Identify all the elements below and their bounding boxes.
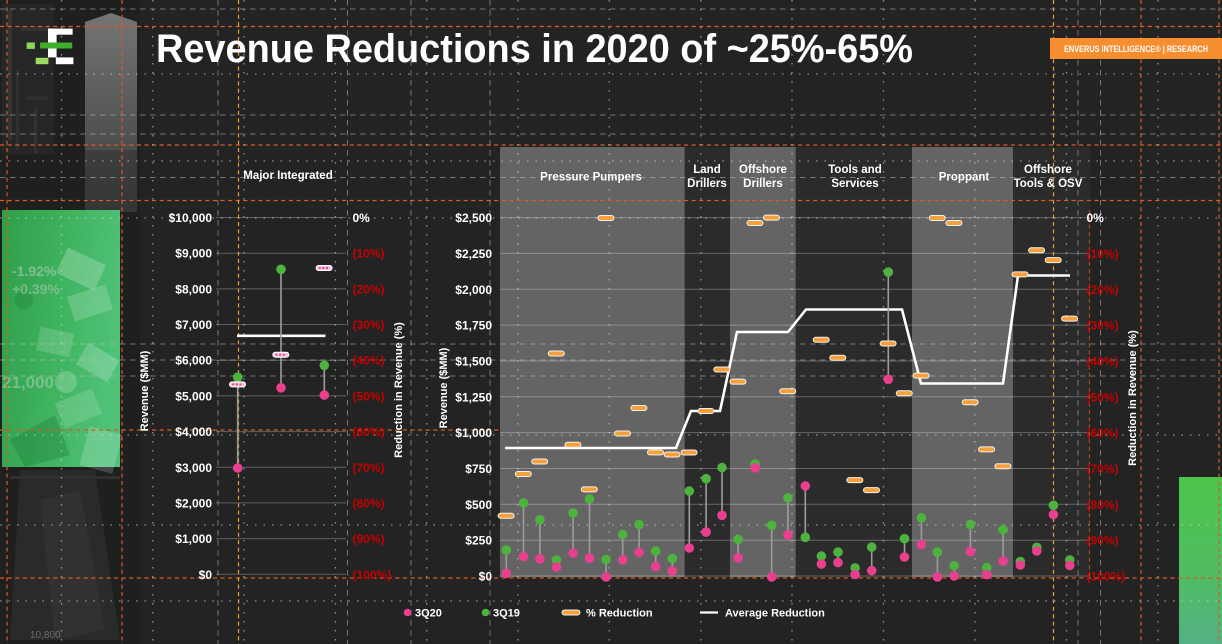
svg-text:$1,000: $1,000 xyxy=(455,426,492,440)
svg-text:% Reduction: % Reduction xyxy=(586,608,653,620)
svg-text:3Q20: 3Q20 xyxy=(415,608,442,620)
svg-text:ENVERUS INTELLIGENCE® | RESEAR: ENVERUS INTELLIGENCE® | RESEARCH xyxy=(1064,44,1208,55)
svg-text:Reduction in Revenue (%): Reduction in Revenue (%) xyxy=(393,322,405,458)
svg-text:(50%): (50%) xyxy=(1087,390,1119,404)
svg-text:(30%): (30%) xyxy=(353,318,385,332)
svg-text:Revenue Reductions in 2020 of: Revenue Reductions in 2020 of ~25%-65% xyxy=(156,27,913,71)
svg-text:(80%): (80%) xyxy=(1087,498,1119,512)
svg-text:Drillers: Drillers xyxy=(743,178,783,190)
svg-text:+0.39%: +0.39% xyxy=(12,281,60,297)
svg-text:$0: $0 xyxy=(479,570,493,584)
svg-text:(70%): (70%) xyxy=(1087,462,1119,476)
svg-text:$1,000: $1,000 xyxy=(175,532,212,546)
svg-text:$8,000: $8,000 xyxy=(175,282,212,296)
svg-text:(10%): (10%) xyxy=(353,247,385,261)
svg-text:$1,750: $1,750 xyxy=(455,319,492,333)
svg-text:Proppant: Proppant xyxy=(939,172,990,184)
svg-text:$250: $250 xyxy=(465,534,492,548)
svg-text:Drillers: Drillers xyxy=(687,178,727,190)
svg-text:0%: 0% xyxy=(353,211,371,225)
svg-text:(90%): (90%) xyxy=(353,532,385,546)
svg-text:(100%): (100%) xyxy=(353,568,392,582)
svg-text:Offshore: Offshore xyxy=(1024,164,1072,176)
svg-text:$5,000: $5,000 xyxy=(175,389,212,403)
svg-text:Offshore: Offshore xyxy=(739,164,787,176)
svg-text:(40%): (40%) xyxy=(1087,355,1119,369)
svg-text:(100%): (100%) xyxy=(1087,570,1126,584)
svg-text:(30%): (30%) xyxy=(1087,319,1119,333)
svg-text:(50%): (50%) xyxy=(353,389,385,403)
svg-text:Land: Land xyxy=(693,164,720,176)
svg-text:$4,000: $4,000 xyxy=(175,425,212,439)
svg-text:Revenue ($MM): Revenue ($MM) xyxy=(438,347,450,428)
svg-text:Revenue ($MM): Revenue ($MM) xyxy=(139,350,151,431)
svg-text:(20%): (20%) xyxy=(353,282,385,296)
svg-text:(10%): (10%) xyxy=(1087,247,1119,261)
svg-text:$6,000: $6,000 xyxy=(175,354,212,368)
svg-text:(20%): (20%) xyxy=(1087,283,1119,297)
svg-text:$9,000: $9,000 xyxy=(175,247,212,261)
svg-text:Tools & OSV: Tools & OSV xyxy=(1014,178,1083,190)
svg-text:(40%): (40%) xyxy=(353,354,385,368)
svg-text:Reduction in Revenue (%): Reduction in Revenue (%) xyxy=(1127,330,1139,466)
svg-text:$0: $0 xyxy=(199,568,213,582)
svg-text:(90%): (90%) xyxy=(1087,534,1119,548)
svg-text:Major Integrated: Major Integrated xyxy=(243,170,332,182)
svg-text:$2,250: $2,250 xyxy=(455,247,492,261)
svg-text:$750: $750 xyxy=(465,462,492,476)
svg-text:Pressure Pumpers: Pressure Pumpers xyxy=(540,172,642,184)
svg-text:0%: 0% xyxy=(1087,211,1105,225)
svg-text:(60%): (60%) xyxy=(353,425,385,439)
svg-text:$10,000: $10,000 xyxy=(169,211,213,225)
svg-text:(70%): (70%) xyxy=(353,461,385,475)
svg-text:Tools and: Tools and xyxy=(828,164,881,176)
svg-text:(80%): (80%) xyxy=(353,496,385,510)
svg-text:$500: $500 xyxy=(465,498,492,512)
svg-text:10,800: 10,800 xyxy=(30,630,61,641)
svg-text:Services: Services xyxy=(831,178,878,190)
svg-text:$1,250: $1,250 xyxy=(455,390,492,404)
svg-text:Average Reduction: Average Reduction xyxy=(725,608,825,620)
svg-text:21,000: 21,000 xyxy=(2,373,54,392)
svg-text:$7,000: $7,000 xyxy=(175,318,212,332)
svg-text:$3,000: $3,000 xyxy=(175,461,212,475)
svg-text:$2,000: $2,000 xyxy=(455,283,492,297)
svg-text:3Q19: 3Q19 xyxy=(493,608,520,620)
svg-text:$1,500: $1,500 xyxy=(455,355,492,369)
svg-text:-1.92%: -1.92% xyxy=(12,263,57,279)
svg-text:(60%): (60%) xyxy=(1087,426,1119,440)
svg-text:$2,000: $2,000 xyxy=(175,496,212,510)
svg-text:$2,500: $2,500 xyxy=(455,211,492,225)
